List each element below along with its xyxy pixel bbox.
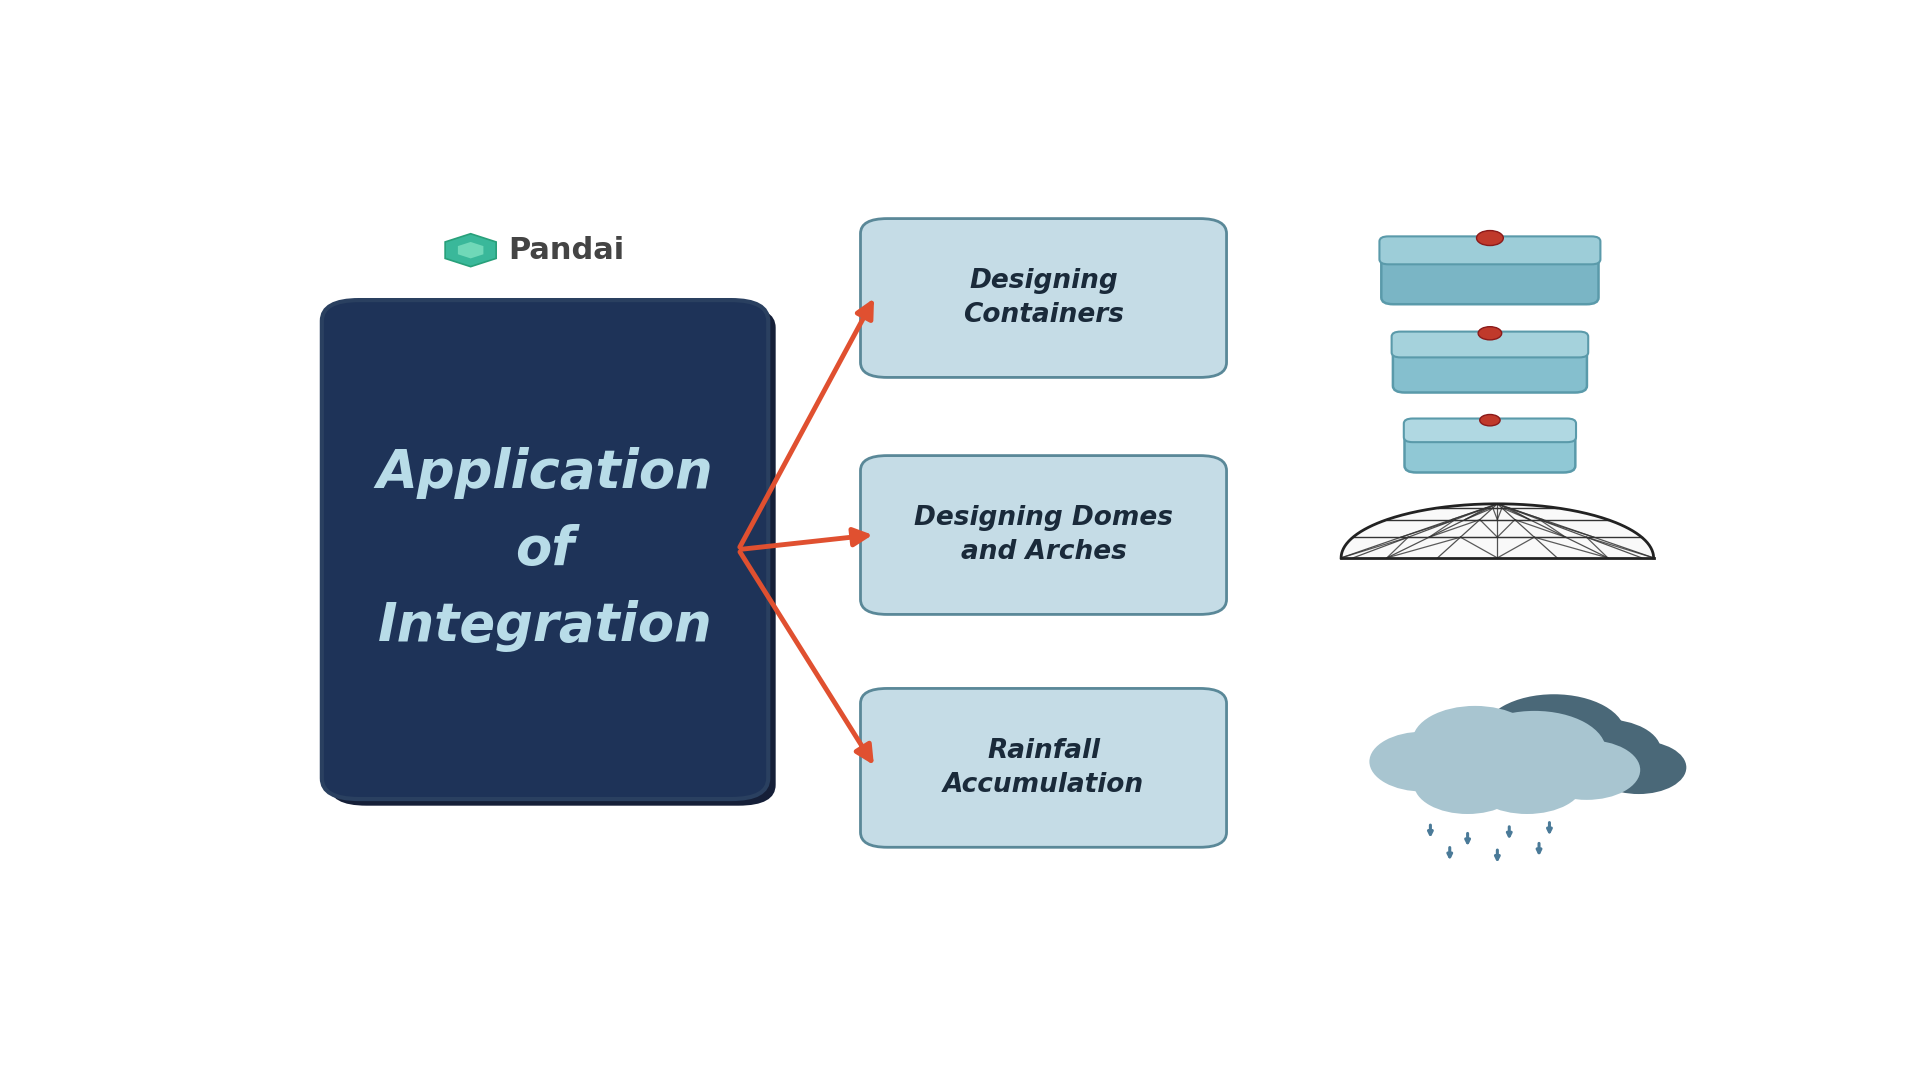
Polygon shape — [445, 233, 495, 267]
Text: Application
of
Integration: Application of Integration — [376, 447, 714, 652]
Circle shape — [1592, 741, 1686, 794]
Text: Rainfall
Accumulation: Rainfall Accumulation — [943, 738, 1144, 798]
FancyBboxPatch shape — [323, 300, 768, 799]
FancyBboxPatch shape — [1404, 419, 1576, 442]
Circle shape — [1369, 731, 1476, 792]
FancyBboxPatch shape — [860, 456, 1227, 615]
Circle shape — [1413, 706, 1538, 775]
FancyBboxPatch shape — [860, 218, 1227, 377]
Polygon shape — [457, 242, 484, 258]
Circle shape — [1463, 711, 1605, 791]
Text: Pandai: Pandai — [507, 235, 624, 265]
FancyBboxPatch shape — [330, 307, 776, 806]
Text: Designing Domes
and Arches: Designing Domes and Arches — [914, 505, 1173, 565]
Circle shape — [1476, 230, 1503, 245]
Circle shape — [1413, 754, 1521, 814]
Circle shape — [1471, 751, 1584, 814]
FancyBboxPatch shape — [1380, 251, 1599, 305]
Text: Designing
Containers: Designing Containers — [964, 268, 1123, 328]
Circle shape — [1482, 694, 1626, 774]
Circle shape — [1480, 415, 1500, 426]
FancyBboxPatch shape — [1405, 429, 1574, 472]
FancyBboxPatch shape — [860, 688, 1227, 848]
FancyBboxPatch shape — [1392, 332, 1588, 357]
Circle shape — [1421, 731, 1546, 800]
Circle shape — [1478, 326, 1501, 340]
FancyBboxPatch shape — [1379, 237, 1601, 265]
Circle shape — [1513, 732, 1632, 799]
Circle shape — [1532, 740, 1640, 800]
FancyBboxPatch shape — [1392, 345, 1588, 392]
Circle shape — [1548, 719, 1661, 782]
